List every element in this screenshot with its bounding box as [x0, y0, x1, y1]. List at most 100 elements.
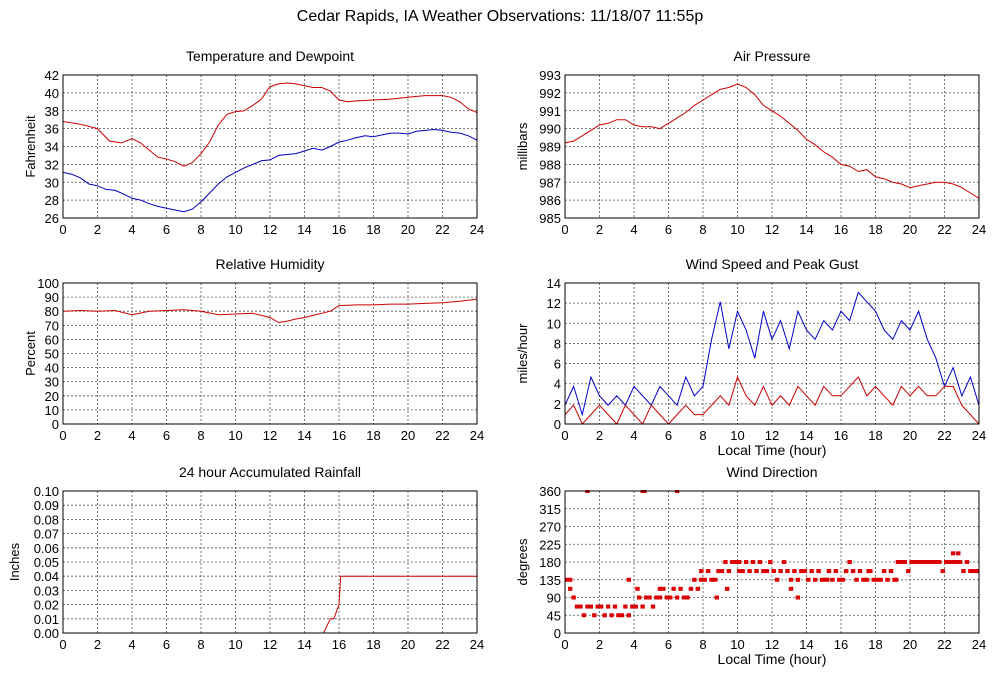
data-point — [768, 560, 773, 564]
data-point — [788, 586, 794, 591]
data-point — [947, 560, 952, 564]
data-point — [657, 595, 663, 600]
data-point — [681, 595, 687, 600]
data-point — [716, 569, 721, 574]
x-tick-label: 12 — [765, 222, 779, 237]
y-axis-label: miles/hour — [515, 323, 530, 384]
data-point — [565, 577, 569, 582]
plot-frame — [62, 282, 478, 425]
y-tick-label: 36 — [45, 122, 59, 137]
x-tick-label: 24 — [470, 637, 484, 652]
y-tick-label: 0 — [554, 626, 561, 641]
data-point — [795, 595, 801, 600]
data-point — [923, 560, 928, 564]
data-point — [705, 569, 711, 574]
series-line-0 — [63, 298, 477, 324]
x-tick-label: 20 — [903, 222, 917, 237]
data-point — [674, 595, 680, 600]
chart-title: Wind Direction — [726, 464, 817, 480]
data-point — [799, 569, 804, 574]
x-tick-label: 20 — [401, 637, 415, 652]
data-point — [754, 569, 759, 574]
x-tick-label: 16 — [834, 637, 848, 652]
data-point — [578, 604, 583, 609]
y-tick-label: 135 — [539, 573, 561, 588]
data-point — [830, 577, 835, 582]
x-tick-label: 0 — [561, 637, 568, 652]
data-point — [661, 586, 666, 591]
data-point — [854, 577, 859, 582]
x-tick-label: 24 — [470, 222, 484, 237]
x-tick-label: 18 — [868, 637, 882, 652]
x-tick-label: 0 — [59, 428, 66, 443]
y-axis-label: Fahrenheit — [23, 115, 38, 178]
y-tick-label: 12 — [547, 296, 561, 311]
data-point — [740, 569, 745, 574]
data-point — [930, 560, 935, 564]
data-point — [609, 613, 614, 618]
data-point — [733, 560, 738, 564]
x-tick-label: 6 — [665, 222, 672, 237]
data-point — [906, 569, 911, 574]
series-line-0 — [565, 291, 979, 417]
data-point — [861, 577, 866, 582]
y-tick-label: 989 — [539, 140, 561, 155]
data-point — [635, 586, 640, 591]
data-point — [850, 569, 856, 574]
x-tick-label: 4 — [630, 222, 637, 237]
y-tick-label: 30 — [45, 175, 59, 190]
y-tick-label: 38 — [45, 104, 59, 119]
x-tick-label: 12 — [263, 637, 277, 652]
data-point — [581, 613, 587, 618]
x-tick-label: 4 — [128, 428, 135, 443]
data-point — [699, 569, 704, 574]
y-tick-label: 992 — [539, 86, 561, 101]
y-tick-label: 0.04 — [34, 569, 59, 584]
data-point — [702, 577, 707, 582]
y-tick-label: 0.05 — [34, 555, 59, 570]
x-tick-label: 4 — [128, 637, 135, 652]
y-tick-label: 986 — [539, 193, 561, 208]
data-point — [567, 586, 573, 591]
x-tick-label: 16 — [834, 222, 848, 237]
data-point — [912, 560, 918, 564]
data-point — [654, 595, 659, 600]
data-point — [826, 569, 832, 574]
data-point — [944, 560, 949, 564]
x-tick-label: 4 — [630, 428, 637, 443]
y-tick-label: 990 — [539, 122, 561, 137]
data-point — [774, 577, 780, 582]
data-point — [875, 577, 880, 582]
data-point — [778, 569, 783, 574]
data-point — [764, 569, 770, 574]
data-point — [806, 577, 811, 582]
data-point — [724, 586, 730, 591]
data-point — [957, 560, 963, 564]
x-tick-label: 2 — [596, 637, 603, 652]
page-title: Cedar Rapids, IA Weather Observations: 1… — [296, 8, 704, 25]
y-tick-label: 80 — [45, 304, 59, 319]
y-tick-label: 0.01 — [34, 612, 59, 627]
data-point — [730, 560, 735, 564]
data-point — [643, 595, 649, 600]
data-point — [840, 577, 845, 582]
data-point — [719, 569, 725, 574]
plot-frame — [62, 74, 478, 219]
y-tick-label: 28 — [45, 193, 59, 208]
data-point — [626, 577, 632, 582]
chart-title: Wind Speed and Peak Gust — [686, 256, 859, 272]
chart-title: Temperature and Dewpoint — [186, 48, 354, 64]
y-tick-label: 988 — [539, 157, 561, 172]
x-tick-label: 16 — [332, 637, 346, 652]
data-point — [636, 595, 642, 600]
data-point — [605, 604, 611, 609]
data-point — [864, 577, 870, 582]
data-point — [833, 569, 839, 574]
x-tick-label: 18 — [868, 428, 882, 443]
y-tick-label: 0.02 — [34, 598, 59, 613]
y-tick-label: 6 — [554, 357, 561, 372]
x-tick-label: 14 — [297, 637, 311, 652]
data-point — [688, 586, 694, 591]
